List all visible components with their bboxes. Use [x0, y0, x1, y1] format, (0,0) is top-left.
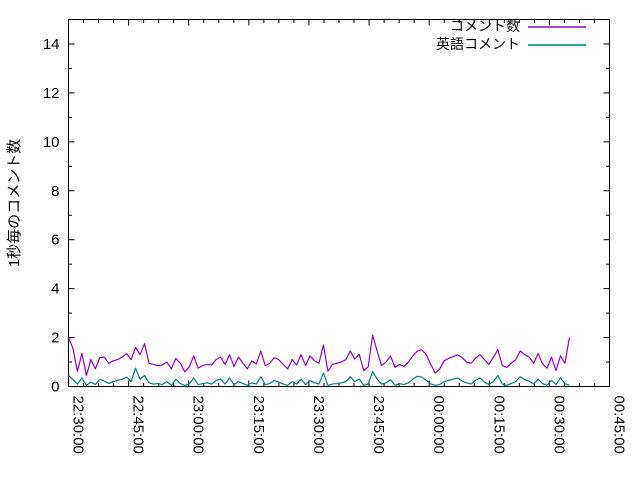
y-axis-title: 1秒毎のコメント数	[6, 139, 23, 267]
x-axis-tick-label-group: 00:15:00	[490, 396, 507, 454]
x-axis-tick-label: 23:30:00	[310, 396, 327, 454]
y-axis-tick-label: 8	[51, 183, 59, 200]
y-axis-tick-label: 0	[51, 379, 59, 396]
x-axis-tick-label-group: 00:30:00	[550, 396, 567, 454]
x-axis-tick-label-group: 23:30:00	[310, 396, 327, 454]
x-axis-tick-label: 00:45:00	[611, 396, 628, 454]
x-axis-tick-label-group: 22:30:00	[70, 396, 87, 454]
y-axis-tick-label: 4	[51, 281, 59, 298]
x-axis-tick-label: 23:45:00	[370, 396, 387, 454]
x-axis-tick-label-group: 23:15:00	[250, 396, 267, 454]
legend-label-1: コメント数	[450, 18, 520, 34]
x-axis-tick-label: 00:15:00	[490, 396, 507, 454]
x-axis-tick-label: 23:00:00	[190, 396, 207, 454]
series-line-2	[68, 367, 570, 386]
x-axis-tick-label-group: 23:00:00	[190, 396, 207, 454]
x-axis-tick-label-group: 00:00:00	[430, 396, 447, 454]
x-axis-tick-label: 00:30:00	[550, 396, 567, 454]
legend-label-2: 英語コメント	[436, 36, 520, 52]
y-axis-tick-label: 6	[51, 232, 59, 249]
series-line-1	[67, 334, 571, 377]
plot-border	[68, 19, 610, 387]
x-axis-tick-label-group: 00:45:00	[611, 396, 628, 454]
y-axis-tick-label: 14	[43, 36, 60, 53]
y-axis-tick-label: 2	[51, 330, 59, 347]
x-axis-tick-label: 00:00:00	[430, 396, 447, 454]
x-axis-tick-label: 22:45:00	[130, 396, 147, 454]
y-axis-tick-label: 12	[43, 85, 60, 102]
y-axis-tick-label: 10	[43, 134, 60, 151]
x-axis-tick-label-group: 22:45:00	[130, 396, 147, 454]
x-axis-tick-label: 22:30:00	[70, 396, 87, 454]
x-axis-tick-label-group: 23:45:00	[370, 396, 387, 454]
x-axis-tick-label: 23:15:00	[250, 396, 267, 454]
